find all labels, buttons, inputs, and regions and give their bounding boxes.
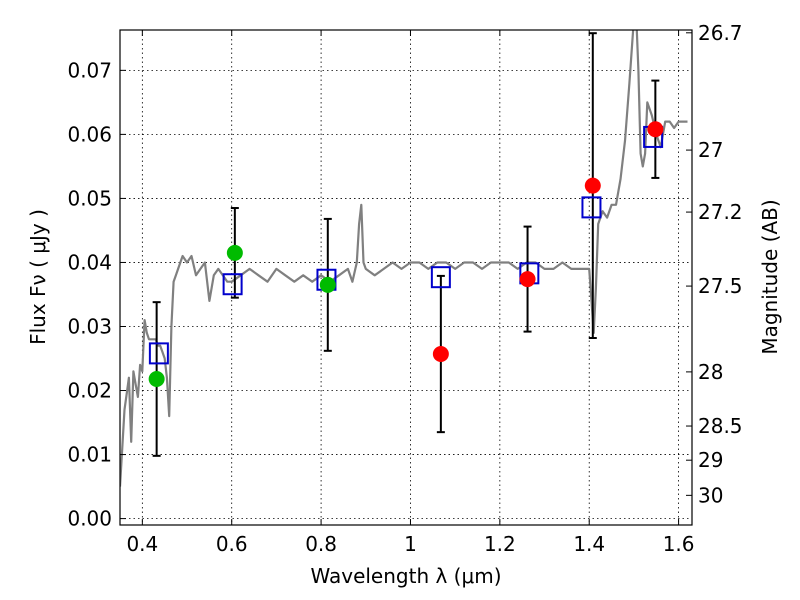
red-data-point [584, 177, 601, 194]
plot-frame [119, 29, 693, 526]
red-data-point [647, 121, 664, 138]
red-data-point [432, 346, 449, 363]
model-square-marker [222, 273, 243, 296]
mag-tick-label: 27.2 [698, 200, 743, 224]
mag-tick-label: 27.5 [698, 274, 743, 298]
green-data-point [226, 244, 243, 261]
x-axis-title: Wavelength λ (μm) [310, 564, 501, 588]
y-tick-label: 0.00 [67, 507, 112, 531]
model-spectrum [120, 30, 688, 487]
model-square-marker [148, 342, 169, 365]
x-tick-label: 1 [404, 532, 417, 556]
grid [120, 30, 692, 525]
observed-points [148, 121, 664, 387]
model-squares [148, 125, 664, 365]
y-tick-label: 0.07 [67, 58, 112, 82]
mag-tick-label: 26.7 [698, 21, 743, 45]
error-bars [152, 32, 660, 457]
mag-tick-label: 30 [698, 483, 723, 507]
mag-tick-label: 28.5 [698, 414, 743, 438]
tick-labels: 0.4 0.6 0.8 1 1.2 1.4 1.6 0.00 0.01 0.02 0.03 0.04 0… [67, 21, 742, 556]
x-tick-label: 1.4 [573, 532, 605, 556]
x-tick-label: 1.2 [484, 532, 516, 556]
model-spectrum-line [120, 30, 688, 487]
mag-tick-label: 29 [698, 448, 723, 472]
y-tick-label: 0.05 [67, 186, 112, 210]
x-tick-label: 1.6 [663, 532, 695, 556]
x-tick-label: 0.8 [305, 532, 337, 556]
y-tick-label: 0.02 [67, 379, 112, 403]
y2-axis-title: Magnitude (AB) [758, 199, 782, 354]
y-tick-label: 0.01 [67, 443, 112, 467]
model-square-marker [430, 266, 451, 289]
mag-tick-label: 27 [698, 138, 723, 162]
mag-tick-label: 28 [698, 360, 723, 384]
green-data-point [319, 276, 336, 293]
y-tick-label: 0.06 [67, 122, 112, 146]
x-tick-label: 0.6 [216, 532, 248, 556]
y-tick-label: 0.03 [67, 314, 112, 338]
y-tick-label: 0.04 [67, 250, 112, 274]
axes [119, 29, 693, 526]
model-square-marker [581, 196, 602, 219]
green-data-point [148, 370, 165, 387]
red-data-point [519, 271, 536, 288]
y-axis-title: Flux Fν ( μJy ) [26, 209, 50, 345]
x-tick-label: 0.4 [126, 532, 158, 556]
